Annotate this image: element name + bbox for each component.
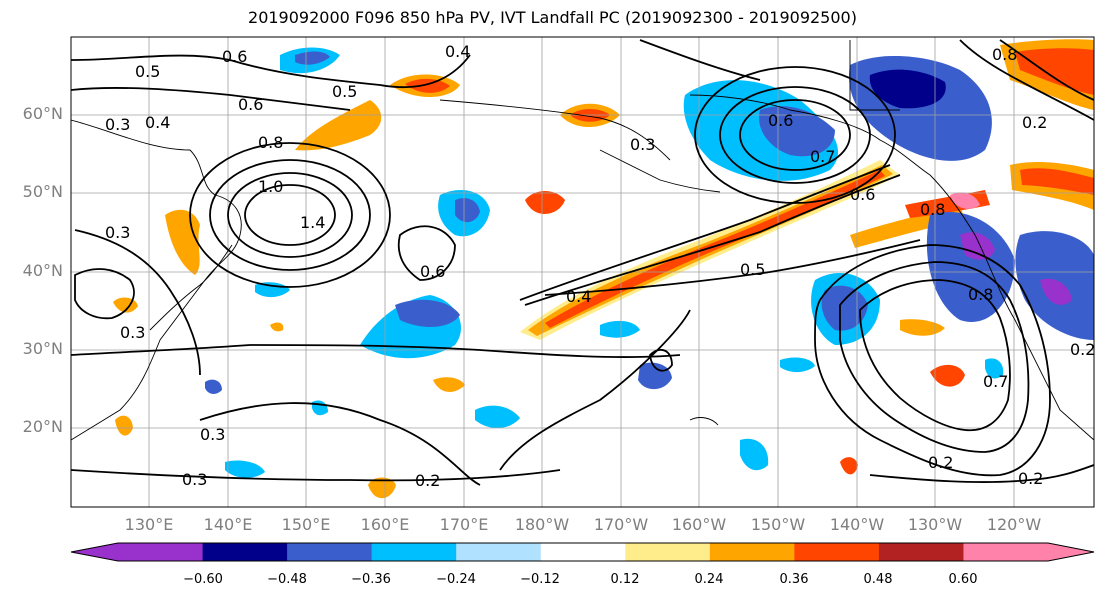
contour-label: 0.8 — [920, 200, 945, 219]
map-panel: 0.6 0.4 0.5 0.5 0.6 0.4 0.8 1.0 1.4 0.3 … — [71, 37, 1095, 507]
contour-label: 0.2 — [1022, 113, 1047, 132]
colorbar-segment — [625, 543, 711, 561]
contour-label: 0.2 — [1018, 469, 1043, 488]
colorbar-tick-label: −0.36 — [351, 572, 391, 587]
contour-label: 0.2 — [928, 453, 953, 472]
contour-label: 0.8 — [992, 45, 1017, 64]
colorbar — [70, 542, 1095, 562]
colorbar-segment — [202, 543, 288, 561]
map-title: 2019092000 F096 850 hPa PV, IVT Landfall… — [248, 8, 857, 27]
lat-label: 40°N — [22, 261, 63, 280]
contour-label: 0.6 — [420, 262, 445, 281]
colorbar-segment — [287, 543, 373, 561]
colorbar-tick-label: 0.12 — [610, 572, 640, 587]
colorbar-tick-label: 0.36 — [779, 572, 809, 587]
lon-label: 170°E — [439, 515, 489, 534]
contour-label: 0.3 — [120, 323, 145, 342]
contour-label: 0.7 — [983, 372, 1008, 391]
contour-label: 0.6 — [768, 111, 793, 130]
lat-label: 30°N — [22, 339, 63, 358]
colorbar-segment — [878, 543, 964, 561]
colorbar-segment — [709, 543, 795, 561]
colorbar-segment — [540, 543, 626, 561]
contour-labels: 0.6 0.4 0.5 0.5 0.6 0.4 0.8 1.0 1.4 0.3 … — [105, 42, 1095, 490]
lat-label: 20°N — [22, 417, 63, 436]
map-frame — [70, 36, 1095, 508]
colorbar-segment — [963, 543, 1049, 561]
lon-label: 150°E — [281, 515, 331, 534]
contour-label: 0.5 — [135, 62, 160, 81]
contour-label: 0.2 — [1070, 340, 1095, 359]
colorbar-tick-label: −0.24 — [436, 572, 476, 587]
colorbar-tick-label: 0.48 — [863, 572, 893, 587]
colorbar-segment — [371, 543, 457, 561]
contour-label: 0.7 — [810, 147, 835, 166]
contour-label: 0.5 — [332, 82, 357, 101]
colorbar-extend-low — [71, 543, 118, 561]
lon-label: 160°E — [360, 515, 410, 534]
contour-label: 0.3 — [630, 135, 655, 154]
colorbar-tick-label: 0.60 — [948, 572, 978, 587]
contour-label: 1.4 — [300, 213, 325, 232]
contour-label: 0.4 — [145, 113, 170, 132]
lon-label: 140°W — [829, 515, 885, 534]
contour-label: 1.0 — [258, 177, 283, 196]
coastlines — [71, 40, 1094, 441]
contour-label: 0.3 — [105, 223, 130, 242]
lon-label: 150°W — [750, 515, 806, 534]
colorbar-segment — [456, 543, 542, 561]
colorbar-segment — [118, 543, 204, 561]
lon-label: 120°W — [986, 515, 1042, 534]
lon-label: 160°W — [671, 515, 727, 534]
lon-label: 140°E — [203, 515, 253, 534]
contour-label: 0.6 — [850, 185, 875, 204]
lon-label: 180°W — [514, 515, 570, 534]
lon-label: 130°E — [124, 515, 174, 534]
colorbar-segment — [794, 543, 880, 561]
contour-label: 0.4 — [566, 287, 591, 306]
lat-label: 50°N — [22, 182, 63, 201]
colorbar-outline — [70, 542, 1095, 562]
contour-label: 0.8 — [258, 133, 283, 152]
contour-label: 0.3 — [200, 425, 225, 444]
lon-label: 130°W — [907, 515, 963, 534]
colorbar-tick-label: −0.60 — [183, 572, 223, 587]
lon-label: 170°W — [593, 515, 649, 534]
colorbar-tick-label: 0.24 — [694, 572, 724, 587]
colorbar-tick-label: −0.12 — [520, 572, 560, 587]
colorbar-extend-high — [1048, 543, 1094, 561]
contour-label: 0.4 — [445, 42, 470, 61]
contour-label: 0.3 — [182, 470, 207, 489]
contour-label: 0.2 — [415, 471, 440, 490]
contour-label: 0.3 — [105, 115, 130, 134]
lat-label: 60°N — [22, 104, 63, 123]
contour-label: 0.8 — [968, 285, 993, 304]
contour-label: 0.6 — [238, 95, 263, 114]
colorbar-tick-label: −0.48 — [267, 572, 307, 587]
contour-label: 0.5 — [740, 260, 765, 279]
contours — [71, 39, 1094, 486]
contour-label: 0.6 — [222, 47, 247, 66]
